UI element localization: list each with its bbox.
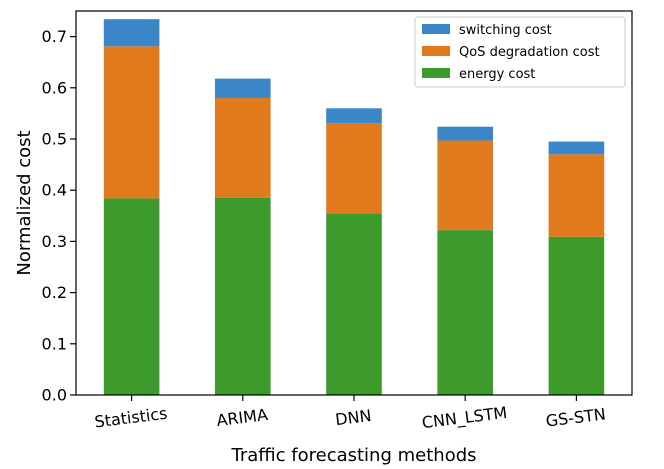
bar-switching-cost-cnn_lstm xyxy=(437,126,493,141)
bar-qos-degradation-cost-cnn_lstm xyxy=(437,140,493,231)
legend-label-energy-cost: energy cost xyxy=(459,67,535,82)
x-tick-label-gs-stn: GS-STN xyxy=(545,404,607,430)
legend-label-switching-cost: switching cost xyxy=(459,23,552,38)
x-axis: Statistics ARIMA DNN CNN_LSTM GS-STN xyxy=(93,395,607,433)
bar-qos-degradation-cost-gs-stn xyxy=(548,154,605,237)
bar-energy-cost-gs-stn xyxy=(548,236,605,395)
legend-label-qos-degradation-cost: QoS degradation cost xyxy=(459,45,600,60)
y-tick-label: 0.3 xyxy=(42,232,67,251)
bar-qos-degradation-cost-dnn xyxy=(326,123,382,214)
y-axis-title: Normalized cost xyxy=(14,130,35,275)
y-tick-label: 0.2 xyxy=(42,283,67,302)
bar-switching-cost-arima xyxy=(215,78,271,99)
legend-box xyxy=(414,16,626,88)
y-tick-label: 0.5 xyxy=(42,130,67,149)
bar-energy-cost-arima xyxy=(215,197,271,395)
y-tick-label: 0.1 xyxy=(42,334,67,353)
bar-energy-cost-cnn_lstm xyxy=(437,230,493,395)
bar-switching-cost-dnn xyxy=(326,108,382,124)
bar-qos-degradation-cost-statistics xyxy=(103,46,160,199)
bar-qos-degradation-cost-arima xyxy=(215,98,271,198)
y-tick-label: 0.4 xyxy=(42,181,67,200)
legend-swatch-qos-degradation-cost xyxy=(422,46,450,56)
y-tick-label: 0.0 xyxy=(42,386,67,405)
y-tick-label: 0.6 xyxy=(42,78,67,97)
bar-switching-cost-statistics xyxy=(103,19,160,47)
y-axis: 0.0 0.1 0.2 0.3 0.4 0.5 0.6 0.7 xyxy=(42,27,76,405)
bar-energy-cost-dnn xyxy=(326,213,382,395)
x-tick-label-dnn: DNN xyxy=(334,406,372,429)
legend-swatch-energy-cost xyxy=(422,68,450,78)
legend-swatch-switching-cost xyxy=(422,24,450,34)
x-tick-label-arima: ARIMA xyxy=(215,405,269,430)
bars-group xyxy=(103,19,605,395)
bar-switching-cost-gs-stn xyxy=(548,141,605,155)
legend: switching cost QoS degradation cost energy… xyxy=(414,16,626,88)
y-tick-label: 0.7 xyxy=(42,27,67,46)
x-tick-label-statistics: Statistics xyxy=(93,404,168,432)
x-axis-title: Traffic forecasting methods xyxy=(230,445,476,466)
x-tick-label-cnn_lstm: CNN_LSTM xyxy=(421,403,509,433)
bar-energy-cost-statistics xyxy=(103,198,160,395)
